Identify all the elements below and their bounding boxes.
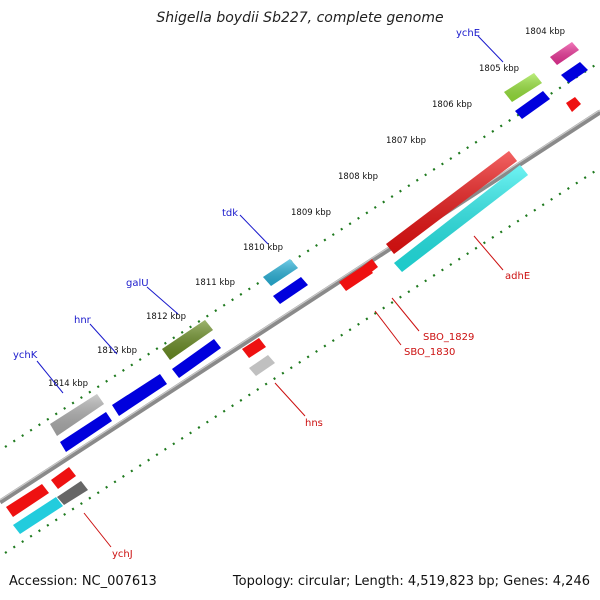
- gene-label-hns: hns: [305, 418, 323, 429]
- callout-line: [83, 512, 112, 548]
- gene-block[interactable]: [51, 467, 76, 489]
- gene-label-SBO_1830: SBO_1830: [404, 347, 455, 358]
- gene-block[interactable]: [60, 412, 112, 452]
- kbp-label: 1812 kbp: [146, 312, 186, 322]
- gene-block[interactable]: [363, 259, 378, 274]
- kbp-label: 1805 kbp: [479, 64, 519, 74]
- kbp-label: 1811 kbp: [195, 278, 235, 288]
- callout-line: [36, 360, 64, 394]
- gene-block[interactable]: [515, 91, 550, 119]
- gene-block[interactable]: [172, 339, 221, 378]
- gene-block-shade: [162, 320, 213, 360]
- gene-block[interactable]: [6, 484, 49, 517]
- gene-block[interactable]: [249, 355, 275, 376]
- kbp-label: 1809 kbp: [291, 208, 331, 218]
- genome-backbone: [0, 109, 600, 505]
- forward-genes: [50, 42, 588, 452]
- map-title: Shigella boydii Sb227, complete genome: [156, 10, 444, 26]
- gene-labels: ychE tdk galU hnr ychK adhE SBO_1829 SBO…: [13, 28, 530, 560]
- gene-label-galU: galU: [126, 278, 149, 289]
- kbp-label: 1806 kbp: [432, 100, 472, 110]
- gene-label-ychJ: ychJ: [112, 549, 133, 560]
- callout-line: [374, 310, 402, 346]
- callout-lines: [36, 35, 504, 548]
- gene-block-shade: [386, 151, 517, 254]
- accession-text: Accession: NC_007613: [9, 574, 157, 589]
- kbp-label: 1807 kbp: [386, 136, 426, 146]
- callout-line: [391, 297, 420, 332]
- kbp-label: 1804 kbp: [525, 27, 565, 37]
- forward-tick-track: [4, 61, 600, 448]
- gene-block-shade: [263, 259, 298, 286]
- reverse-genes: [6, 97, 581, 534]
- genome-backbone-highlight: [0, 109, 600, 501]
- callout-line: [473, 235, 504, 271]
- reverse-tick-track: [4, 167, 600, 554]
- gene-label-hnr: hnr: [74, 315, 92, 326]
- gene-label-ychE: ychE: [456, 28, 480, 39]
- gene-label-SBO_1829: SBO_1829: [423, 332, 474, 343]
- callout-line: [239, 214, 269, 245]
- gene-label-ychK: ychK: [13, 350, 38, 361]
- gene-block[interactable]: [273, 277, 308, 304]
- gene-block[interactable]: [561, 62, 588, 83]
- gene-block-shade: [394, 165, 528, 272]
- kbp-label: 1808 kbp: [338, 172, 378, 182]
- gene-block[interactable]: [566, 97, 581, 112]
- gene-label-tdk: tdk: [222, 208, 238, 219]
- gene-block[interactable]: [57, 481, 88, 505]
- gene-label-adhE: adhE: [505, 271, 530, 282]
- gene-block[interactable]: [112, 374, 167, 416]
- callout-line: [274, 382, 306, 417]
- kbp-label: 1814 kbp: [48, 379, 88, 389]
- gene-block[interactable]: [13, 497, 63, 534]
- gene-block-shade: [50, 394, 104, 436]
- callout-line: [89, 323, 118, 355]
- callout-line: [146, 286, 179, 315]
- kbp-label: 1810 kbp: [243, 243, 283, 253]
- genome-summary-text: Topology: circular; Length: 4,519,823 bp…: [232, 574, 590, 589]
- kbp-labels: 1804 kbp 1805 kbp 1806 kbp 1807 kbp 1808…: [48, 27, 565, 389]
- callout-line: [477, 35, 504, 63]
- gene-block[interactable]: [339, 264, 373, 291]
- gene-block-shade: [504, 73, 542, 102]
- gene-block-shade: [550, 42, 579, 65]
- gene-block[interactable]: [242, 338, 266, 358]
- kbp-label: 1813 kbp: [97, 346, 137, 356]
